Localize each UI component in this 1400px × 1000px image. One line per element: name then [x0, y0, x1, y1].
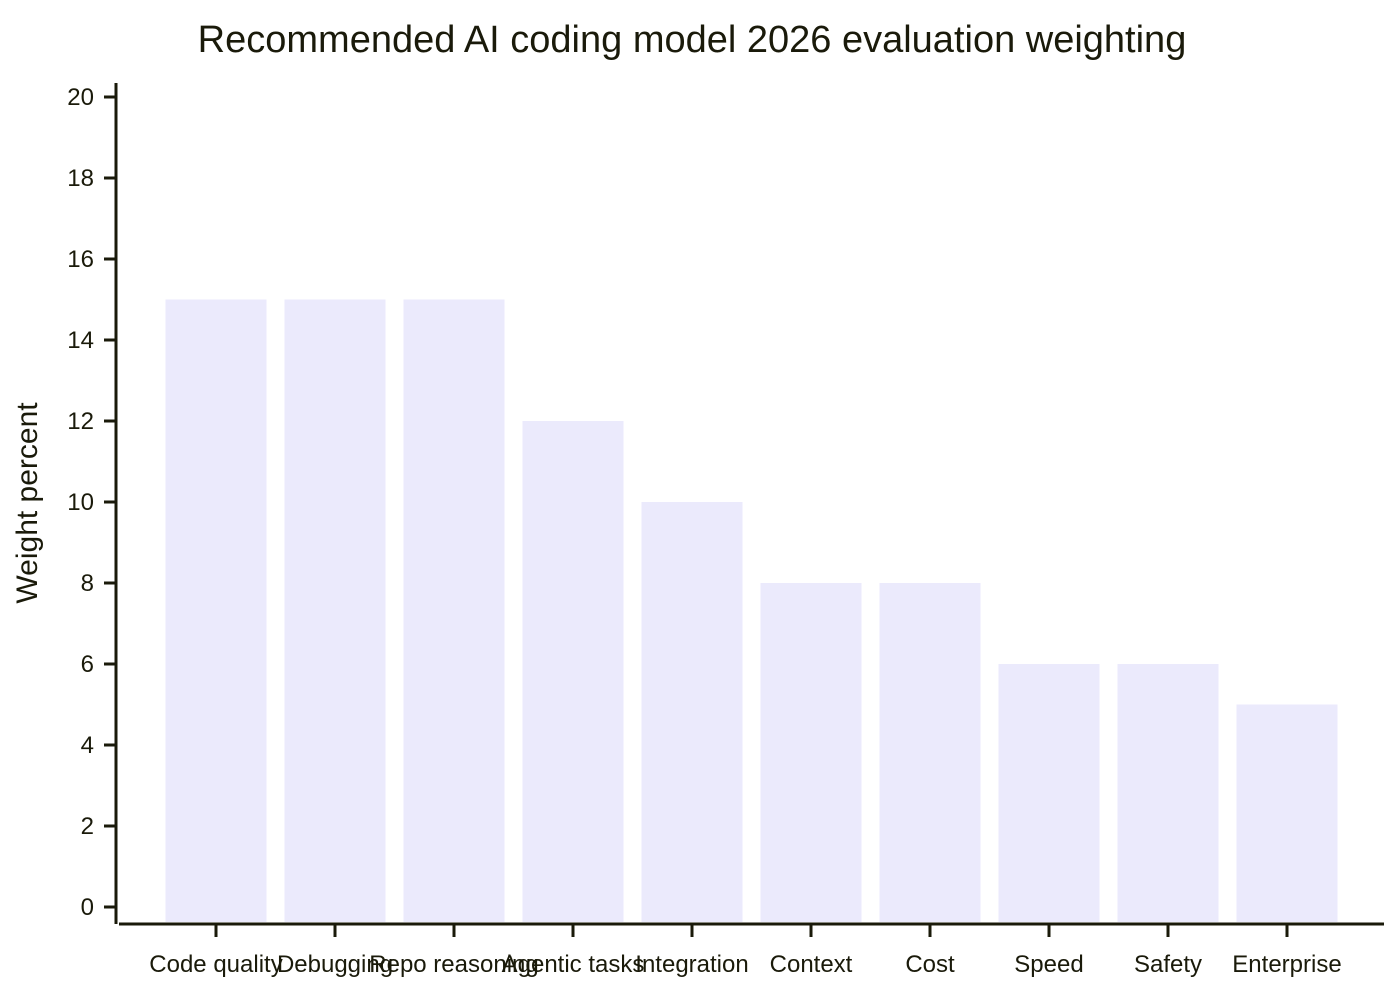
- y-tick-label: 6: [81, 651, 94, 678]
- y-tick-label: 20: [67, 84, 94, 111]
- y-tick-label: 16: [67, 246, 94, 273]
- x-tick-label: Agentic tasks: [502, 951, 645, 978]
- bar-code-quality: [165, 299, 267, 922]
- bar-agentic-tasks: [522, 421, 624, 922]
- y-tick-label: 14: [67, 327, 94, 354]
- y-tick-label: 2: [81, 813, 94, 840]
- y-tick-label: 0: [81, 894, 94, 921]
- x-tick-label: Speed: [1014, 951, 1083, 978]
- bar-integration: [641, 502, 743, 922]
- y-tick-label: 10: [67, 489, 94, 516]
- x-tick-label: Context: [770, 951, 853, 978]
- x-tick-label: Integration: [635, 951, 748, 978]
- bar-repo-reasoning: [403, 299, 505, 922]
- bar-safety: [1117, 664, 1219, 922]
- y-tick-label: 4: [81, 732, 94, 759]
- bars-group: [165, 299, 1338, 922]
- bar-enterprise: [1236, 704, 1338, 922]
- y-tick-label: 18: [67, 165, 94, 192]
- x-tick-label: Safety: [1134, 951, 1202, 978]
- x-tick-label: Enterprise: [1232, 951, 1341, 978]
- chart-title: Recommended AI coding model 2026 evaluat…: [198, 19, 1187, 61]
- x-tick-label: Code quality: [149, 951, 282, 978]
- x-tick-label: Debugging: [277, 951, 393, 978]
- bar-debugging: [284, 299, 386, 922]
- bar-context: [760, 583, 862, 922]
- y-tick-label: 12: [67, 408, 94, 435]
- bar-cost: [879, 583, 981, 922]
- bar-speed: [998, 664, 1100, 922]
- y-tick-label: 8: [81, 570, 94, 597]
- y-axis-label: Weight percent: [11, 402, 44, 604]
- x-tick-label: Cost: [905, 951, 955, 978]
- x-tick-label: Repo reasoning: [369, 951, 538, 978]
- y-ticks-group: 0 2 4 6 8 10 12 14 16 18 20: [67, 84, 116, 921]
